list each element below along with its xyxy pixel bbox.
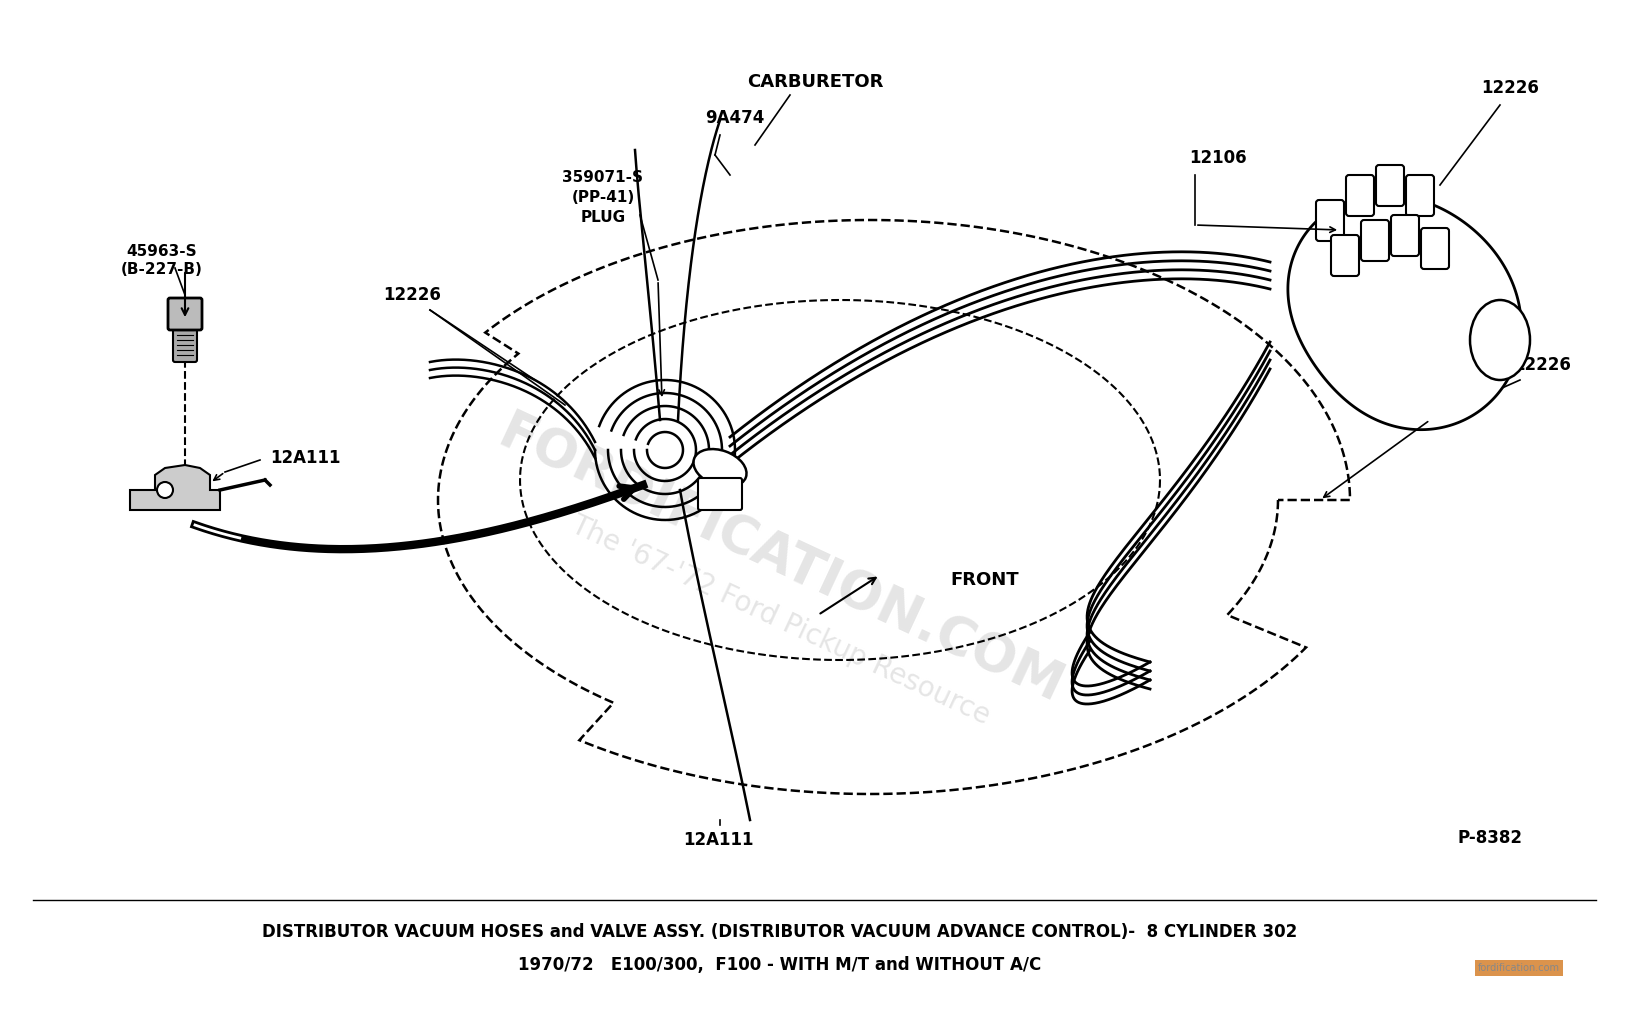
- FancyBboxPatch shape: [1377, 165, 1404, 206]
- Text: 12A111: 12A111: [270, 449, 340, 467]
- Ellipse shape: [1469, 300, 1530, 380]
- Text: 12A111: 12A111: [683, 831, 753, 849]
- Text: 12226: 12226: [1513, 356, 1570, 374]
- FancyBboxPatch shape: [173, 323, 197, 362]
- FancyBboxPatch shape: [1331, 234, 1359, 276]
- Text: 45963-S: 45963-S: [127, 245, 197, 259]
- Circle shape: [156, 482, 173, 498]
- Text: fordification.com: fordification.com: [1478, 963, 1561, 973]
- Text: The '67-'72 Ford Pickup Resource: The '67-'72 Ford Pickup Resource: [565, 510, 994, 730]
- Polygon shape: [130, 465, 220, 510]
- Text: CARBURETOR: CARBURETOR: [746, 73, 883, 91]
- FancyBboxPatch shape: [1391, 215, 1419, 256]
- FancyBboxPatch shape: [1346, 175, 1373, 216]
- Text: 359071-S: 359071-S: [562, 171, 643, 185]
- Text: 12226: 12226: [1481, 79, 1539, 97]
- FancyBboxPatch shape: [1360, 220, 1390, 261]
- Ellipse shape: [694, 450, 746, 487]
- Text: FRONT: FRONT: [950, 571, 1018, 589]
- Text: 12106: 12106: [1189, 150, 1246, 167]
- FancyBboxPatch shape: [1420, 228, 1450, 269]
- Polygon shape: [1289, 195, 1521, 430]
- Text: P-8382: P-8382: [1458, 829, 1523, 847]
- Text: 9A474: 9A474: [705, 109, 764, 127]
- Text: (B-227-B): (B-227-B): [121, 262, 204, 278]
- FancyBboxPatch shape: [1406, 175, 1434, 216]
- FancyBboxPatch shape: [697, 478, 741, 510]
- Text: 12226: 12226: [383, 286, 441, 304]
- Text: (PP-41): (PP-41): [572, 190, 635, 206]
- Text: DISTRIBUTOR VACUUM HOSES and VALVE ASSY. (DISTRIBUTOR VACUUM ADVANCE CONTROL)-  : DISTRIBUTOR VACUUM HOSES and VALVE ASSY.…: [262, 923, 1298, 941]
- Text: PLUG: PLUG: [580, 211, 626, 225]
- Text: 1970/72   E100/300,  F100 - WITH M/T and WITHOUT A/C: 1970/72 E100/300, F100 - WITH M/T and WI…: [518, 956, 1041, 974]
- Text: FORDIFICATION.COM: FORDIFICATION.COM: [489, 407, 1070, 714]
- FancyBboxPatch shape: [168, 298, 202, 330]
- FancyBboxPatch shape: [1316, 200, 1344, 241]
